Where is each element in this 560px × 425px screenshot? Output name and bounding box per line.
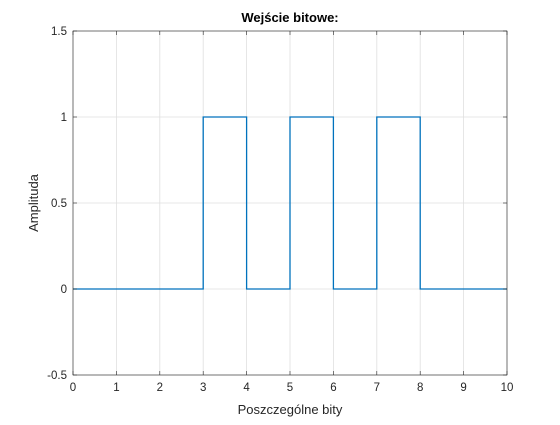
y-tick-label: 0: [61, 284, 67, 296]
x-tick-label: 5: [287, 382, 293, 394]
x-tick-label: 3: [200, 382, 206, 394]
y-tick-label: 1: [61, 112, 67, 124]
series-layer: [73, 116, 507, 290]
y-tick-label: 1.5: [51, 26, 67, 38]
y-tick-label: -0.5: [47, 370, 67, 382]
x-tick-label: 7: [374, 382, 380, 394]
x-tick-label: 10: [501, 382, 514, 394]
x-tick-labels: 0 1 2 3 4 5 6 7 8 9 10: [70, 382, 514, 394]
chart-title: Wejście bitowe:: [241, 10, 338, 25]
x-tick-label: 1: [113, 382, 119, 394]
x-tick-label: 6: [330, 382, 336, 394]
series-line: [73, 116, 507, 290]
x-axis-label: Poszczególne bity: [238, 402, 343, 417]
x-tick-label: 0: [70, 382, 76, 394]
y-axis-label: Amplituda: [26, 173, 41, 232]
y-tick-label: 0.5: [51, 198, 67, 210]
x-tick-label: 2: [157, 382, 163, 394]
x-tick-label: 4: [243, 382, 250, 394]
y-tick-labels: -0.5 0 0.5 1 1.5: [47, 26, 67, 382]
ticks: [72, 30, 508, 376]
x-tick-label: 8: [417, 382, 423, 394]
x-tick-label: 9: [460, 382, 466, 394]
